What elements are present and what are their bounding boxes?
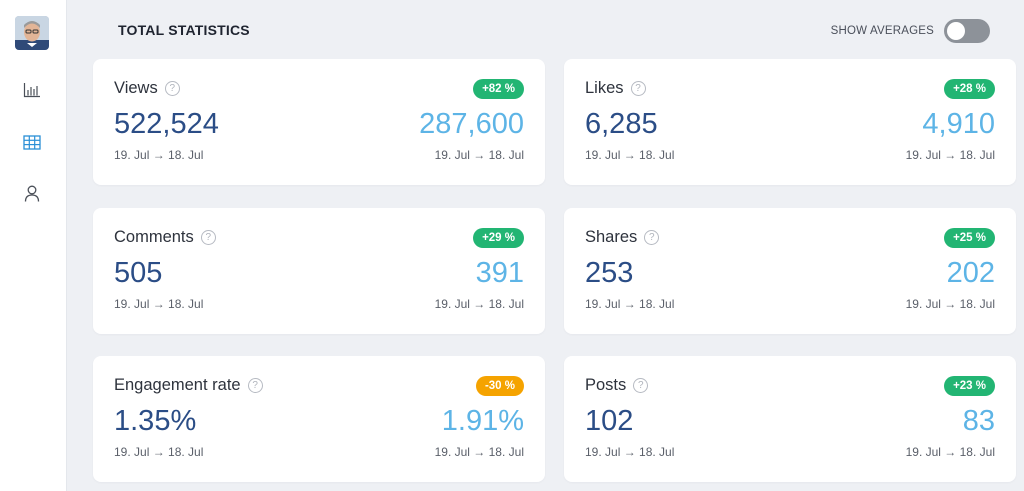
sidebar <box>0 0 66 491</box>
change-badge: -30 % <box>476 376 524 396</box>
stat-card-views: Views? +82 % 522,524 287,600 19. Jul → 1… <box>93 59 545 185</box>
current-date-range: 19. Jul → 18. Jul <box>585 148 674 162</box>
help-icon[interactable]: ? <box>631 81 646 96</box>
current-date-range: 19. Jul → 18. Jul <box>585 445 674 459</box>
stat-card-posts: Posts? +23 % 102 83 19. Jul → 18. Jul 19… <box>564 356 1016 482</box>
card-title: Shares? <box>585 228 659 247</box>
card-title: Likes? <box>585 79 646 98</box>
card-title: Views? <box>114 79 180 98</box>
card-title-text: Engagement rate <box>114 376 241 395</box>
current-value: 522,524 <box>114 108 219 141</box>
average-date-range: 19. Jul → 18. Jul <box>906 445 995 459</box>
average-date-range: 19. Jul → 18. Jul <box>906 297 995 311</box>
current-date-range: 19. Jul → 18. Jul <box>585 297 674 311</box>
sidebar-item-profile[interactable] <box>20 181 44 205</box>
average-value: 4,910 <box>922 108 995 141</box>
change-badge: +28 % <box>944 79 995 99</box>
stat-card-comments: Comments? +29 % 505 391 19. Jul → 18. Ju… <box>93 208 545 334</box>
current-value: 102 <box>585 405 633 438</box>
average-value: 1.91% <box>442 405 524 438</box>
average-date-range: 19. Jul → 18. Jul <box>435 297 524 311</box>
stat-card-likes: Likes? +28 % 6,285 4,910 19. Jul → 18. J… <box>564 59 1016 185</box>
current-date-range: 19. Jul → 18. Jul <box>114 297 203 311</box>
help-icon[interactable]: ? <box>201 230 216 245</box>
card-title-text: Comments <box>114 228 194 247</box>
card-title: Engagement rate? <box>114 376 263 395</box>
card-title: Posts? <box>585 376 648 395</box>
page-title: TOTAL STATISTICS <box>118 22 250 38</box>
stat-card-shares: Shares? +25 % 253 202 19. Jul → 18. Jul … <box>564 208 1016 334</box>
current-date-range: 19. Jul → 18. Jul <box>114 445 203 459</box>
card-title: Comments? <box>114 228 216 247</box>
average-date-range: 19. Jul → 18. Jul <box>435 148 524 162</box>
help-icon[interactable]: ? <box>165 81 180 96</box>
card-title-text: Likes <box>585 79 624 98</box>
card-title-text: Shares <box>585 228 637 247</box>
current-value: 1.35% <box>114 405 196 438</box>
current-date-range: 19. Jul → 18. Jul <box>114 148 203 162</box>
average-value: 391 <box>476 257 524 290</box>
bar-chart-icon <box>23 82 41 98</box>
card-title-text: Posts <box>585 376 626 395</box>
show-averages-label: SHOW AVERAGES <box>831 25 934 37</box>
current-value: 6,285 <box>585 108 658 141</box>
table-icon <box>23 135 41 150</box>
average-value: 83 <box>963 405 995 438</box>
show-averages-control: SHOW AVERAGES <box>831 19 990 43</box>
current-value: 253 <box>585 257 633 290</box>
change-badge: +29 % <box>473 228 524 248</box>
help-icon[interactable]: ? <box>633 378 648 393</box>
change-badge: +82 % <box>473 79 524 99</box>
current-value: 505 <box>114 257 162 290</box>
help-icon[interactable]: ? <box>644 230 659 245</box>
average-value: 202 <box>947 257 995 290</box>
toggle-knob <box>947 22 965 40</box>
show-averages-toggle[interactable] <box>944 19 990 43</box>
average-date-range: 19. Jul → 18. Jul <box>906 148 995 162</box>
help-icon[interactable]: ? <box>248 378 263 393</box>
change-badge: +25 % <box>944 228 995 248</box>
average-date-range: 19. Jul → 18. Jul <box>435 445 524 459</box>
sidebar-item-table[interactable] <box>20 130 44 154</box>
stat-card-engagement-rate: Engagement rate? -30 % 1.35% 1.91% 19. J… <box>93 356 545 482</box>
sidebar-item-statistics[interactable] <box>20 78 44 102</box>
average-value: 287,600 <box>419 108 524 141</box>
card-title-text: Views <box>114 79 158 98</box>
avatar-image <box>15 16 49 50</box>
user-icon <box>24 185 40 202</box>
change-badge: +23 % <box>944 376 995 396</box>
avatar[interactable] <box>15 16 49 50</box>
